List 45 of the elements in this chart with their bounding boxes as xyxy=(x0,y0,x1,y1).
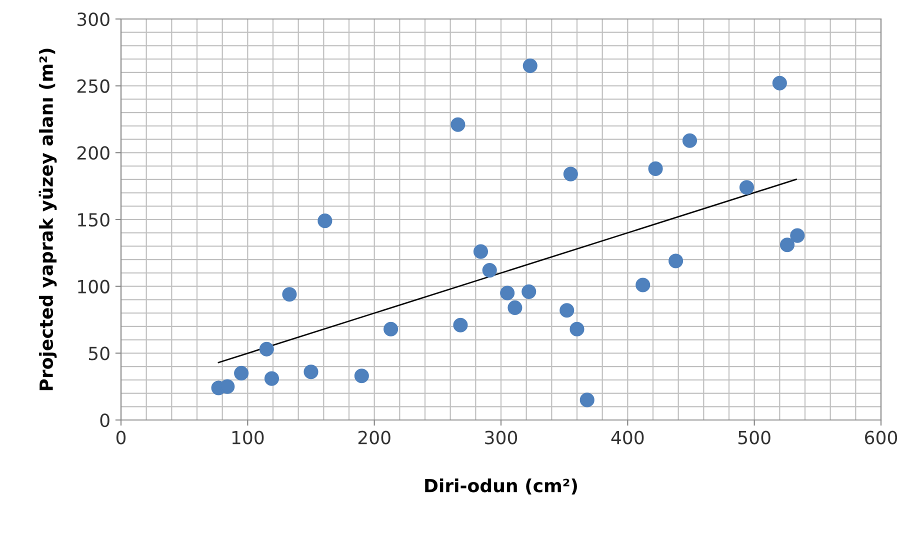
point xyxy=(648,161,663,176)
x-tick-label: 300 xyxy=(485,430,518,444)
point xyxy=(220,379,235,394)
point xyxy=(560,303,574,318)
point xyxy=(739,180,754,195)
point xyxy=(318,214,332,228)
point xyxy=(580,392,594,408)
point xyxy=(450,117,466,132)
point xyxy=(570,322,584,336)
point xyxy=(282,287,297,302)
y-tick-label: 50 xyxy=(89,346,110,360)
y-tick-label: 100 xyxy=(78,280,110,294)
point xyxy=(772,76,787,90)
y-tick-label: 250 xyxy=(77,79,110,93)
point xyxy=(304,364,318,380)
point xyxy=(264,371,280,386)
x-tick-label: 500 xyxy=(738,430,770,444)
point xyxy=(500,286,515,300)
point xyxy=(636,278,650,292)
point xyxy=(790,228,805,243)
x-axis-title: Diri-odun (cm²) xyxy=(425,478,577,495)
point xyxy=(780,238,795,252)
point xyxy=(234,366,249,380)
point xyxy=(259,342,274,356)
x-tick-label: 600 xyxy=(865,430,898,444)
point xyxy=(682,133,698,148)
point xyxy=(473,244,488,259)
point xyxy=(522,284,536,299)
point xyxy=(668,254,684,268)
y-tick-label: 150 xyxy=(78,212,110,227)
y-tick-label: 0 xyxy=(100,413,110,428)
x-tick-label: 200 xyxy=(358,430,390,444)
point xyxy=(384,322,398,336)
point xyxy=(482,263,497,278)
x-tick-label: 0 xyxy=(116,430,126,444)
point xyxy=(354,368,369,384)
y-axis-title: Projected yaprak yüzey alanı (m²) xyxy=(38,48,57,390)
point xyxy=(453,318,468,332)
x-tick-label: 400 xyxy=(611,430,644,444)
y-tick-label: 200 xyxy=(77,146,110,160)
point xyxy=(563,166,578,182)
y-tick-label: 300 xyxy=(77,12,110,26)
point xyxy=(522,58,538,74)
x-tick-label: 100 xyxy=(232,430,264,444)
point xyxy=(508,300,522,316)
